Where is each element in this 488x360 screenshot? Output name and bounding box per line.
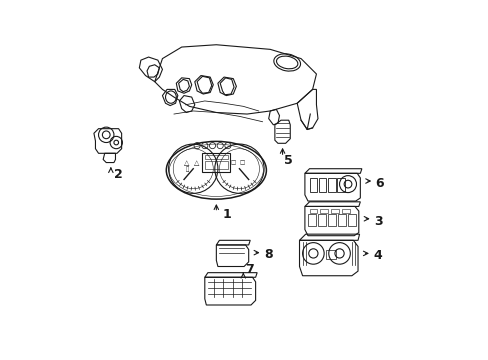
Text: 7: 7	[244, 263, 253, 276]
Bar	[341, 209, 349, 213]
Bar	[325, 249, 336, 259]
Text: 5: 5	[284, 154, 292, 167]
Bar	[330, 209, 338, 213]
Bar	[307, 214, 316, 226]
Text: 2: 2	[114, 168, 122, 181]
Text: 8: 8	[264, 248, 272, 261]
Bar	[327, 214, 336, 226]
Text: 3: 3	[373, 215, 382, 228]
Bar	[202, 153, 230, 172]
Bar	[337, 214, 346, 226]
Text: △: △	[184, 159, 189, 166]
Text: 4: 4	[373, 249, 382, 262]
Text: △: △	[193, 159, 199, 166]
Text: □: □	[230, 160, 235, 165]
Bar	[309, 209, 317, 213]
Bar	[204, 161, 227, 169]
Bar	[337, 178, 344, 192]
Bar	[309, 178, 317, 192]
Bar	[347, 214, 356, 226]
Bar	[204, 155, 227, 159]
Bar	[318, 178, 326, 192]
Text: 1: 1	[222, 208, 231, 221]
Text: 6: 6	[375, 177, 384, 190]
Bar	[327, 178, 335, 192]
Text: □: □	[240, 160, 244, 165]
Bar	[320, 209, 327, 213]
Bar	[317, 214, 326, 226]
Text: 🔆: 🔆	[185, 166, 188, 171]
